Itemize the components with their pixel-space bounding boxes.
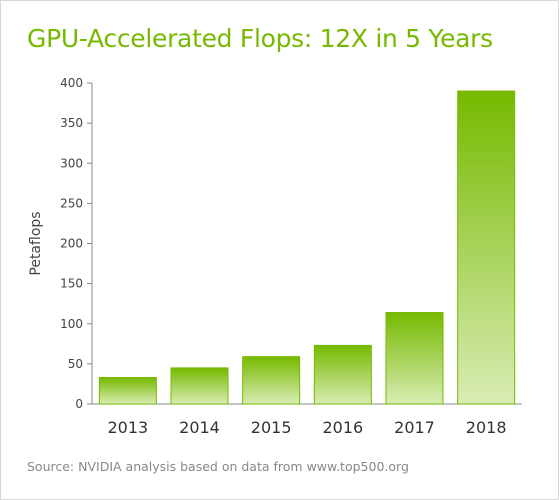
y-tick-label: 100: [60, 317, 83, 331]
bar-2018: [457, 90, 516, 405]
y-tick-label: 0: [75, 397, 83, 411]
y-ticks: 0 50 100 150 200 250 300 350 400: [60, 76, 92, 411]
y-tick-label: 300: [60, 156, 83, 170]
y-tick-label: 400: [60, 76, 83, 90]
y-tick-label: 150: [60, 277, 83, 291]
x-tick-label: 2014: [179, 418, 220, 437]
category-labels: 2013 2014 2015 2016 2017 2018: [107, 418, 506, 437]
y-tick-label: 50: [68, 357, 83, 371]
y-tick-label: 350: [60, 116, 83, 130]
bar-2017: [385, 312, 444, 405]
x-tick-label: 2018: [466, 418, 507, 437]
y-tick-label: 250: [60, 196, 83, 210]
bar-2016: [313, 344, 372, 405]
bar-2013: [98, 377, 157, 405]
bars: [98, 90, 516, 405]
x-tick-label: 2017: [394, 418, 435, 437]
x-tick-label: 2015: [251, 418, 292, 437]
x-tick-label: 2016: [322, 418, 363, 437]
bar-2014: [170, 367, 229, 405]
y-axis-label: Petaflops: [28, 211, 44, 275]
chart-title: GPU-Accelerated Flops: 12X in 5 Years: [27, 24, 493, 53]
x-tick-label: 2013: [107, 418, 148, 437]
source-note: Source: NVIDIA analysis based on data fr…: [27, 459, 409, 474]
bar-2015: [242, 356, 301, 405]
y-tick-label: 200: [60, 237, 83, 251]
